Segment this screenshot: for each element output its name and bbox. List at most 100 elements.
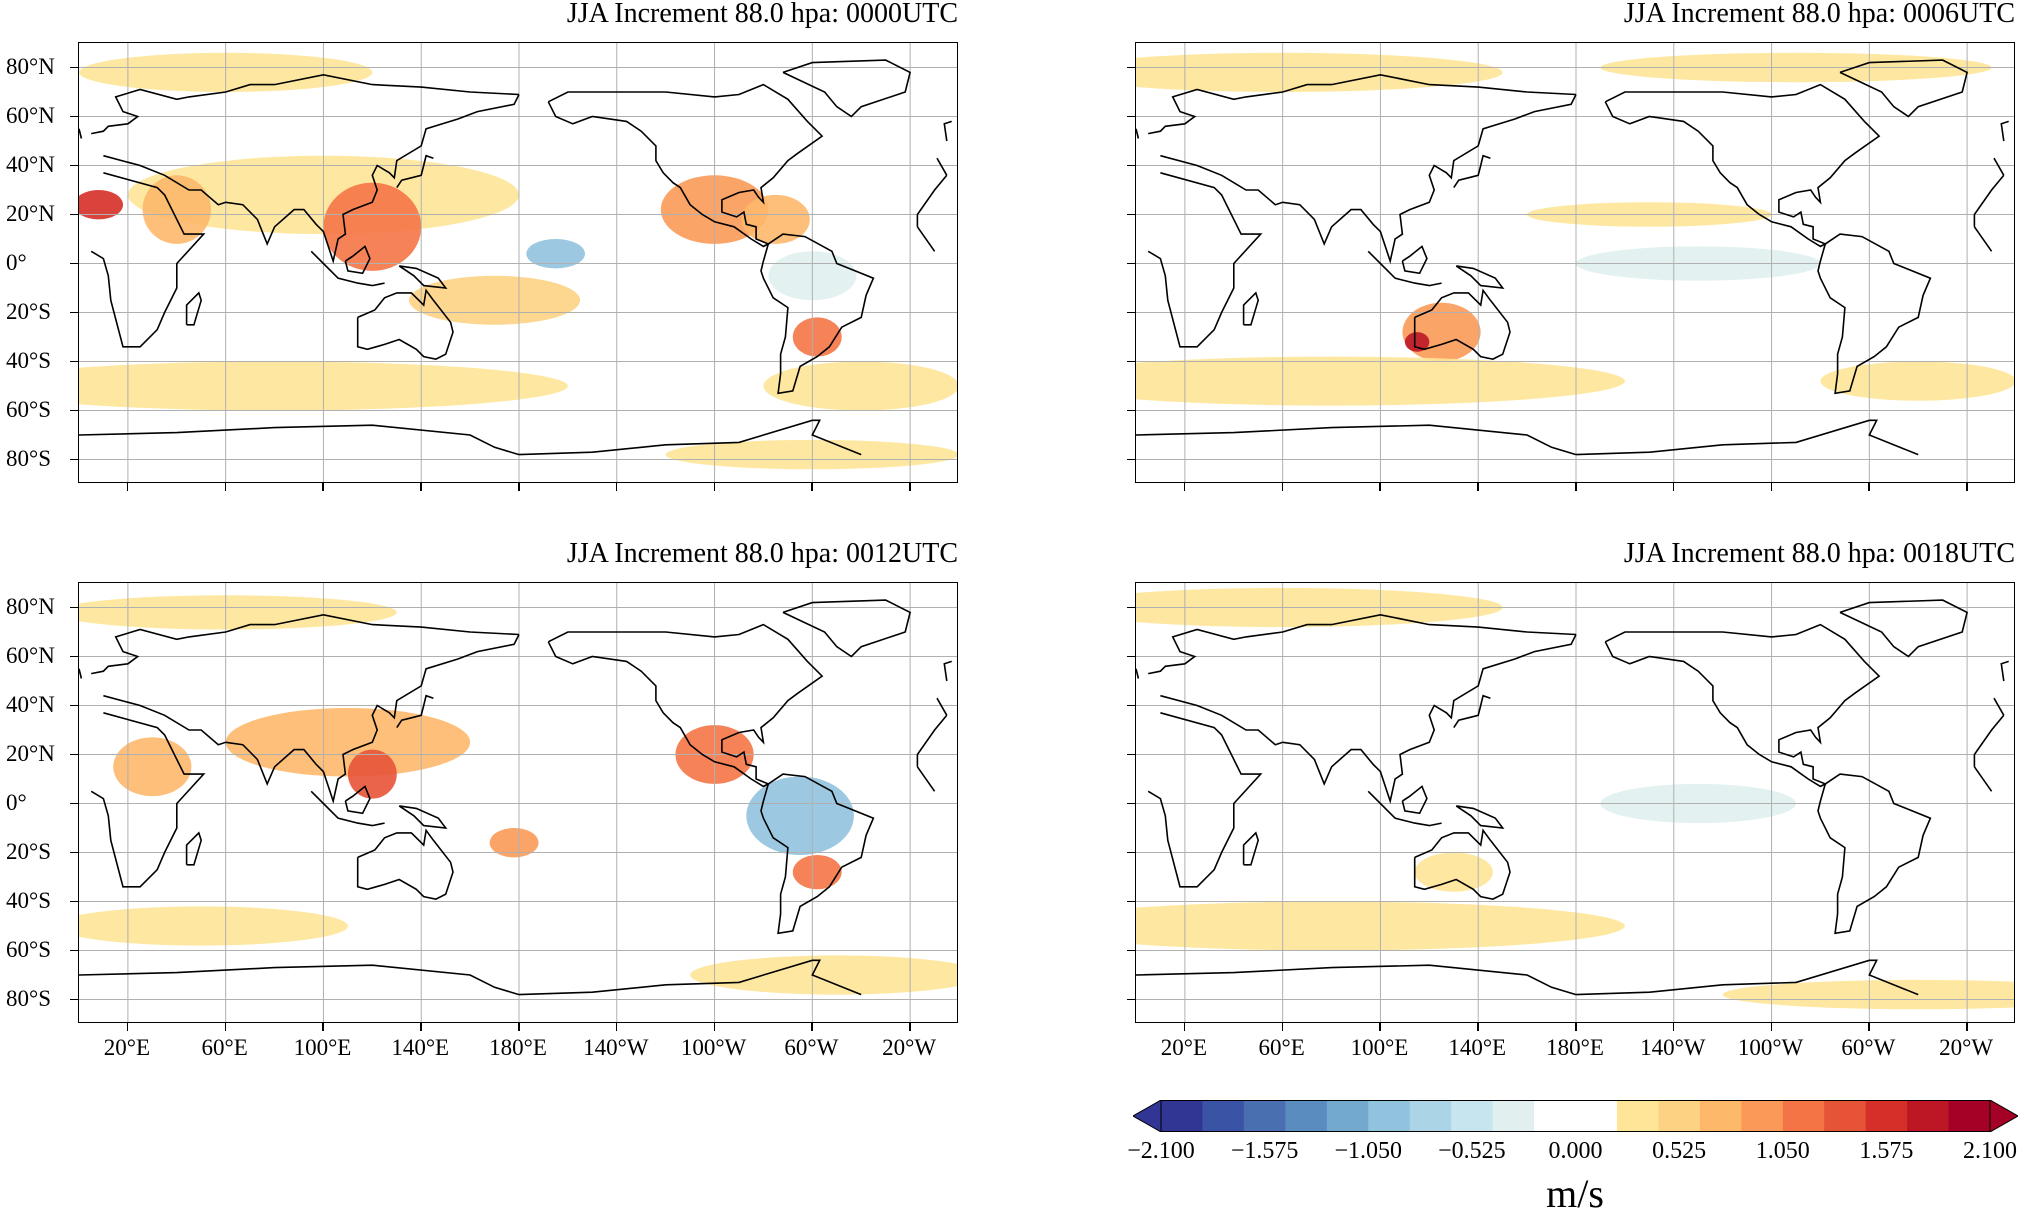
coastline [1413,288,1511,360]
coastline [1993,157,2005,176]
coastline [1973,226,1993,252]
lon-tick [1183,483,1186,491]
lat-tick [1127,311,1135,313]
lon-tick-label: 20°E [103,1035,150,1060]
increment-contour-blob [665,439,957,470]
lat-tick [1127,360,1135,362]
colorbar-segment [1409,1100,1452,1132]
lon-tick [1672,1023,1675,1031]
coastline [1455,265,1505,289]
increment-contour-blob [347,749,397,799]
lon-tick-label: 60°W [1841,1035,1896,1060]
coastline [398,805,448,829]
increment-contour-blob [690,955,957,995]
increment-contour-blob [142,175,211,244]
coastline [760,773,875,935]
coastline [1453,154,1491,189]
lat-tick [70,655,78,657]
lat-tick-label: 80°S [6,445,51,471]
increment-contour-blob [1820,361,2014,401]
lon-tick [713,483,716,491]
increment-contour-blob [79,190,123,220]
lon-tick [126,483,129,491]
lat-tick [70,704,78,706]
coastline [1147,172,1263,348]
coastline [1453,694,1491,729]
lon-tick [811,1023,813,1031]
coastline [1148,613,1577,675]
map-frame [78,582,958,1023]
coastline [1367,790,1442,827]
increment-contour-blob [225,707,471,777]
lon-tick [1575,483,1577,491]
lat-tick [70,66,78,68]
coastline [344,245,371,275]
map-frame [1135,582,2015,1023]
coastline [916,226,936,252]
colorbar-tick-label: 1.575 [1859,1138,1914,1164]
lat-tick [1127,458,1135,460]
coastline [1160,94,1577,265]
colorbar-tick-label: 1.050 [1755,1138,1810,1164]
lon-tick [1868,1023,1870,1031]
panel-title: JJA Increment 88.0 hpa: 0006UTC [1623,0,2015,29]
colorbar-segment [1161,1100,1203,1132]
colorbar-segment [1865,1100,1908,1132]
colorbar-tick-label: 0.525 [1652,1138,1707,1164]
colorbar-segment [1492,1100,1535,1132]
lat-tick [70,360,78,362]
lon-tick [811,483,813,491]
colorbar-extend-low [1133,1100,1162,1132]
increment-contour-blob [1722,979,2014,1010]
coastline [90,172,206,348]
coastline [90,712,206,888]
colorbar-tick-label: −2.100 [1127,1138,1195,1164]
colorbar-segment [1824,1100,1867,1132]
lat-tick [70,606,78,608]
coastline [79,424,520,456]
coastline [782,599,912,658]
lat-tick [1127,409,1135,411]
coastline [103,634,520,805]
colorbar-segment [1534,1100,1576,1132]
lon-tick [1672,483,1675,491]
lon-tick-label: 60°E [201,1035,248,1060]
lon-tick [1379,1023,1381,1031]
lat-tick-label: 60°S [6,396,51,422]
map-panel-0006: JJA Increment 88.0 hpa: 0006UTC [1135,0,2015,483]
coastline [1413,828,1511,900]
coastline [1401,785,1428,815]
lon-tick [518,483,520,491]
coastline [547,83,824,248]
lon-tick [1281,483,1284,491]
lon-tick [1770,483,1773,491]
lon-tick [1379,483,1381,491]
lat-tick [1127,802,1135,804]
coastline [398,265,448,289]
colorbar-segment [1451,1100,1494,1132]
colorbar-segment [1699,1100,1742,1132]
lon-tick [713,1023,716,1031]
coastline [782,59,912,118]
coastline [1973,714,2005,767]
lon-tick [615,483,618,491]
map-panel-0000: JJA Increment 88.0 hpa: 0000UTC [78,0,958,483]
lon-tick-label: 100°W [680,1035,747,1060]
lat-tick-label: 60°N [6,102,55,128]
lon-tick [126,1023,129,1031]
lat-tick [1127,704,1135,706]
lat-tick [1127,164,1135,166]
colorbar-tick-label: −1.575 [1230,1138,1299,1164]
increment-contour-blob [792,854,842,890]
coastline [518,419,862,456]
coastline [396,154,434,189]
colorbar-segment [1202,1100,1245,1132]
lon-tick [322,1023,324,1031]
colorbar-segment [1741,1100,1784,1132]
increment-contour-blob [763,361,957,411]
lat-tick [70,115,78,117]
increment-contour-blob [741,194,810,244]
coastline [936,697,948,716]
lon-tick [224,483,227,491]
lon-tick [1183,1023,1186,1031]
